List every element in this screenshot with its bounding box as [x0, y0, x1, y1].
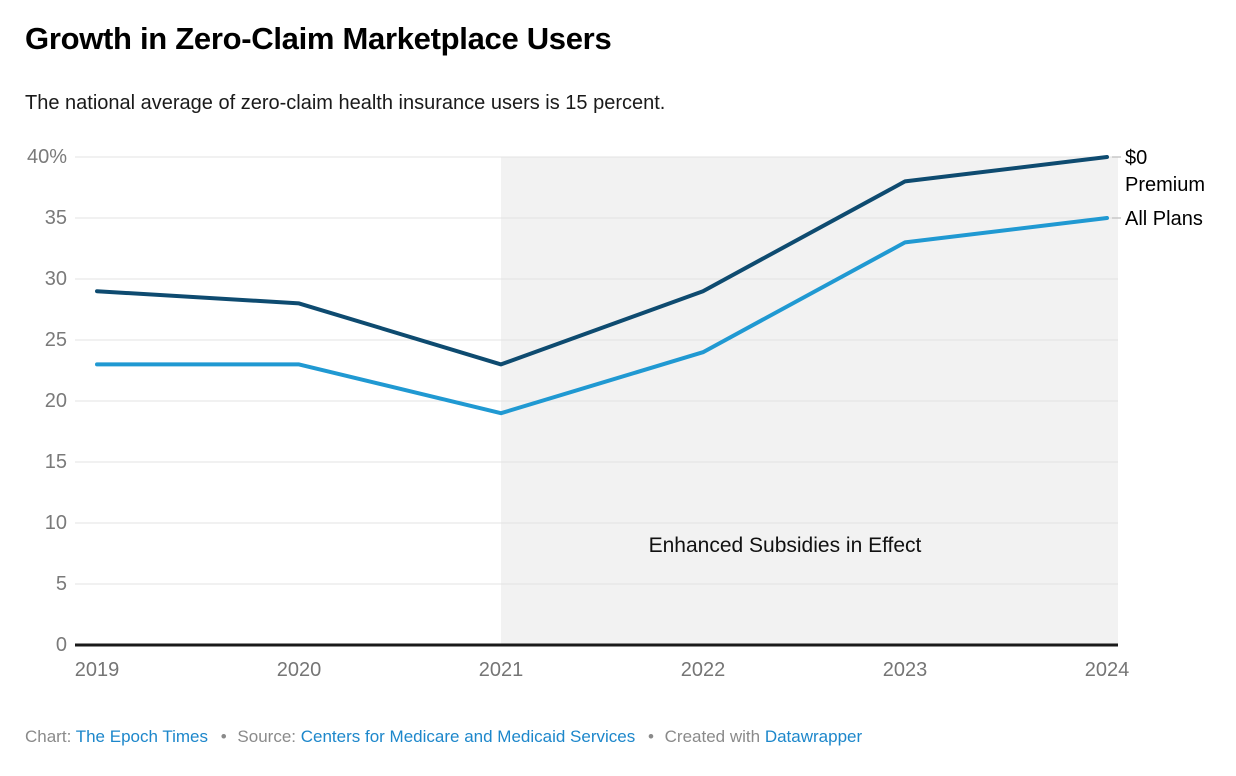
y-axis-tick-label: 5	[55, 573, 67, 595]
datawrapper-link[interactable]: Datawrapper	[764, 727, 863, 746]
footer-separator: •	[220, 727, 227, 746]
y-axis-tick-label: 20	[44, 390, 67, 412]
created-with-label: Created with	[664, 727, 761, 746]
series-label-all-plans: All Plans	[1125, 208, 1203, 230]
chart-credit-link[interactable]: The Epoch Times	[75, 727, 208, 746]
x-axis-tick-label: 2021	[478, 659, 524, 681]
x-axis-tick-label: 2019	[74, 659, 120, 681]
shaded-region-annotation: Enhanced Subsidies in Effect	[648, 534, 922, 557]
x-axis-tick-label: 2020	[276, 659, 322, 681]
y-axis-tick-label: 10	[44, 512, 67, 534]
chart-title: Growth in Zero-Claim Marketplace Users	[25, 21, 612, 56]
y-axis-tick-label: 15	[44, 451, 67, 473]
x-axis-tick-label: 2022	[680, 659, 726, 681]
footer-separator: •	[647, 727, 654, 746]
attribution-footer: Chart: The Epoch Times • Source: Centers…	[25, 727, 862, 747]
series-line-1	[95, 216, 1109, 416]
y-axis-tick-label: 30	[44, 268, 67, 290]
source-label: Source:	[237, 727, 297, 746]
chart-credit-label: Chart:	[25, 727, 72, 746]
y-axis-tick-label: 35	[44, 207, 67, 229]
y-axis-tick-label: 25	[44, 329, 67, 351]
x-axis-tick-label: 2024	[1084, 659, 1130, 681]
y-axis-tick-label: 0	[55, 634, 67, 656]
source-link[interactable]: Centers for Medicare and Medicaid Servic…	[300, 727, 636, 746]
x-axis-tick-label: 2023	[882, 659, 928, 681]
chart-subtitle: The national average of zero-claim healt…	[25, 92, 666, 114]
series-line-0	[95, 155, 1109, 367]
y-axis-tick-label: 40%	[26, 146, 67, 168]
series-label-zero-premium: $0 Premium	[1125, 147, 1206, 196]
